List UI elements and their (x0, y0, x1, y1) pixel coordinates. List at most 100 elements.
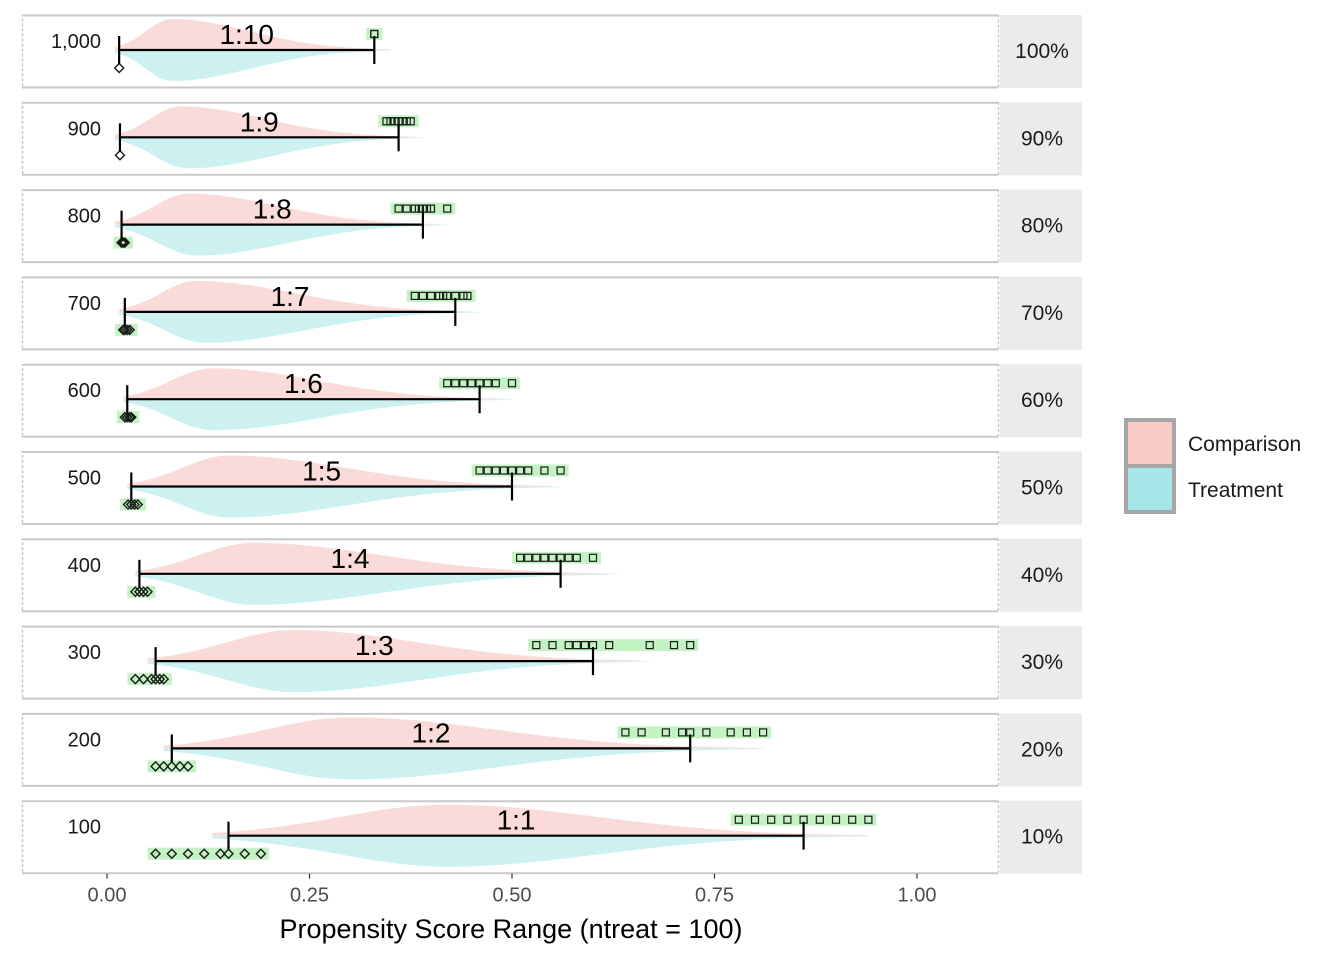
comparison-max-point (491, 466, 500, 475)
comparison-max-point (451, 379, 460, 388)
legend-swatch-treatment[interactable] (1124, 464, 1176, 514)
ratio-label: 1:9 (240, 106, 279, 137)
facet-strip (1000, 713, 1082, 787)
treatment-min-point (119, 324, 131, 336)
ratio-label: 1:3 (355, 630, 394, 661)
treatment-density (147, 661, 650, 693)
comparison-max-point (783, 815, 792, 824)
facet-strip (1000, 102, 1082, 176)
treatment-min-point (182, 848, 194, 860)
treatment-density (115, 224, 448, 256)
treatment-min-point (129, 499, 141, 510)
x-axis-tick-label: 0.50 (493, 885, 532, 907)
treatment-min-band (147, 760, 196, 773)
x-axis-tick-label: 0.00 (88, 885, 127, 907)
treatment-min-point (166, 848, 178, 860)
comparison-max-point (402, 204, 411, 213)
treatment-min-point (121, 411, 133, 423)
treatment-min-point (150, 848, 162, 860)
comparison-max-band (471, 464, 569, 477)
treatment-min-point (223, 848, 234, 860)
treatment-min-point (255, 848, 267, 860)
comparison-max-point (507, 379, 517, 388)
panel-sample-size-label: 400 (68, 555, 101, 577)
comparison-max-point (483, 379, 492, 388)
comparison-max-point (758, 728, 768, 737)
comparison-max-point (564, 553, 573, 562)
comparison-max-point (831, 815, 841, 824)
comparison-max-point (418, 291, 427, 300)
legend-swatch-comparison[interactable] (1124, 418, 1176, 468)
comparison-max-point (483, 466, 492, 475)
panel-sample-size-label: 300 (68, 642, 101, 664)
panel-sample-size-label: 100 (68, 817, 101, 839)
facet-strip-label: 70% (1021, 302, 1063, 325)
panel-sample-size-label: 700 (68, 293, 101, 315)
facet-strip-label: 90% (1021, 127, 1063, 150)
facet-strip-label: 20% (1021, 738, 1063, 761)
comparison-max-point (726, 728, 735, 737)
comparison-max-point (548, 553, 557, 562)
comparison-max-point (750, 815, 760, 824)
comparison-max-point (532, 640, 541, 650)
facet-strip-label: 40% (1021, 564, 1063, 587)
comparison-max-point (572, 640, 581, 650)
panel-sample-size-label: 600 (68, 380, 101, 402)
comparison-max-point (443, 291, 452, 300)
facet-strip-label: 30% (1021, 651, 1063, 674)
panel-sample-size-label: 200 (68, 729, 101, 751)
treatment-min-point (114, 149, 126, 161)
legend-label-comparison: Comparison (1188, 433, 1301, 456)
comparison-max-point (645, 640, 654, 650)
comparison-max-point (548, 640, 557, 650)
comparison-max-point (864, 815, 873, 824)
facet-strip (1000, 800, 1082, 874)
facet-strip (1000, 364, 1082, 438)
treatment-min-point (158, 673, 170, 685)
ratio-label: 1:2 (412, 717, 451, 748)
treatment-min-point (182, 760, 194, 772)
x-axis-tick-label: 1.00 (898, 885, 937, 907)
comparison-max-point (588, 553, 598, 562)
comparison-max-point (443, 204, 452, 213)
comparison-max-point (459, 379, 468, 388)
comparison-max-point (406, 117, 415, 126)
comparison-max-point (467, 379, 476, 388)
comparison-density (147, 630, 642, 662)
ratio-label: 1:10 (219, 19, 274, 50)
treatment-density (127, 486, 561, 518)
comparison-max-point (515, 466, 525, 475)
x-axis-tick-label: 0.25 (290, 885, 329, 907)
comparison-max-point (426, 204, 436, 213)
comparison-max-point (564, 640, 573, 650)
facet-strip-label: 10% (1021, 826, 1063, 849)
panel-sample-size-label: 900 (68, 118, 101, 140)
ratio-label: 1:6 (284, 368, 323, 399)
facet-strip-label: 100% (1015, 40, 1069, 63)
treatment-min-point (198, 848, 210, 860)
treatment-min-point (129, 673, 141, 685)
comparison-density (127, 455, 553, 487)
comparison-density (135, 542, 610, 574)
treatment-min-point (133, 586, 145, 598)
comparison-max-point (540, 466, 549, 475)
comparison-max-point (410, 291, 419, 300)
facet-strip (1000, 626, 1082, 700)
x-axis-title: Propensity Score Range (ntreat = 100) (279, 914, 742, 944)
treatment-density (212, 835, 869, 867)
comparison-max-point (742, 728, 752, 737)
comparison-max-point (669, 640, 679, 650)
comparison-max-point (426, 291, 436, 300)
facet-strip (1000, 189, 1082, 263)
treatment-min-point (129, 586, 141, 598)
treatment-min-point (124, 411, 136, 423)
treatment-min-point (132, 499, 144, 510)
treatment-density (163, 748, 764, 780)
comparison-density (212, 804, 869, 836)
comparison-max-point (515, 553, 525, 562)
comparison-max-point (815, 815, 824, 824)
comparison-max-point (443, 379, 452, 388)
comparison-density (115, 19, 391, 50)
comparison-max-point (499, 466, 508, 475)
